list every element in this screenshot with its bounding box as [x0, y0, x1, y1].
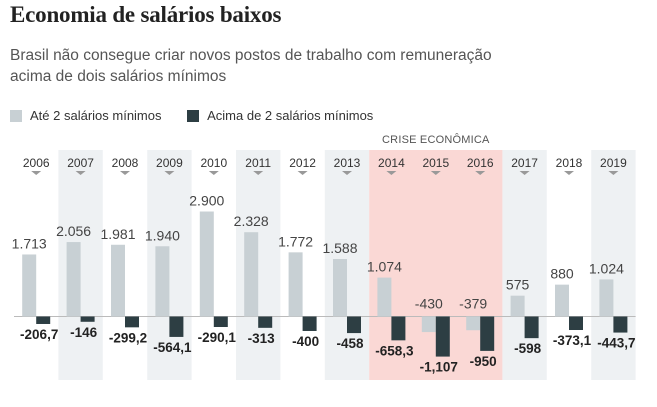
- x-tick-marker-2006: [31, 171, 42, 175]
- data-label-high-wage-2006: -206,7: [20, 327, 58, 342]
- bar-low-wage-2014: [377, 277, 392, 317]
- bar-high-wage-2009: [169, 316, 184, 337]
- data-label-low-wage-2006: 1.713: [12, 235, 47, 251]
- x-tick-label-2018: 2018: [556, 156, 583, 170]
- bar-low-wage-2019: [599, 279, 614, 317]
- bar-high-wage-2017: [524, 316, 539, 339]
- legend-item-low-wage: Até 2 salários mínimos: [10, 108, 162, 123]
- bar-low-wage-2007: [66, 242, 81, 317]
- legend: Até 2 salários mínimos Acima de 2 salári…: [10, 108, 395, 125]
- bar-high-wage-2006: [36, 316, 51, 324]
- legend-swatch-low-wage: [10, 109, 22, 122]
- data-label-low-wage-2018: 880: [550, 266, 574, 282]
- x-tick-label-2007: 2007: [67, 156, 94, 170]
- data-label-high-wage-2016: -950: [470, 354, 497, 369]
- data-label-high-wage-2019: -443,7: [597, 336, 635, 351]
- data-label-high-wage-2018: -373,1: [553, 333, 592, 348]
- x-tick-marker-2007: [75, 171, 86, 175]
- crisis-annotation-label: CRISE ECONÔMICA: [382, 133, 490, 146]
- bar-low-wage-2009: [155, 246, 170, 317]
- x-tick-marker-2008: [120, 171, 130, 175]
- x-tick-marker-2012: [297, 171, 308, 175]
- x-tick-label-2019: 2019: [600, 156, 627, 170]
- data-label-low-wage-2007: 2.056: [56, 223, 91, 239]
- year-band-2007: [58, 150, 103, 380]
- bar-low-wage-2011: [244, 232, 259, 317]
- bar-low-wage-2018: [555, 284, 569, 317]
- year-band-2017: [502, 150, 547, 380]
- data-label-high-wage-2007: -146: [70, 325, 98, 340]
- data-label-low-wage-2010: 2.900: [189, 193, 224, 209]
- legend-swatch-high-wage: [187, 109, 200, 122]
- legend-label-low-wage: Até 2 salários mínimos: [30, 108, 162, 123]
- x-tick-marker-2009: [164, 171, 175, 175]
- bar-high-wage-2019: [613, 316, 628, 333]
- data-label-high-wage-2008: -299,2: [109, 330, 147, 345]
- x-tick-marker-2017: [519, 171, 530, 175]
- x-tick-label-2008: 2008: [112, 156, 139, 170]
- bar-high-wage-2011: [258, 316, 273, 328]
- x-tick-label-2006: 2006: [23, 156, 50, 170]
- data-label-low-wage-2016: -379: [459, 296, 487, 312]
- x-tick-marker-2014: [386, 171, 397, 175]
- data-label-high-wage-2012: -400: [292, 334, 319, 349]
- bar-low-wage-2016: [466, 316, 481, 331]
- chart-title: Economia de salários baixos: [10, 2, 282, 27]
- x-tick-label-2010: 2010: [200, 156, 227, 170]
- data-label-high-wage-2017: -598: [514, 341, 542, 356]
- bar-high-wage-2007: [80, 316, 95, 322]
- data-label-low-wage-2017: 575: [506, 277, 530, 293]
- data-label-low-wage-2013: 1.588: [322, 240, 357, 256]
- data-label-high-wage-2010: -290,1: [198, 330, 237, 345]
- bar-high-wage-2014: [391, 316, 406, 341]
- x-tick-marker-2019: [608, 171, 619, 175]
- data-label-low-wage-2019: 1.024: [589, 260, 624, 276]
- legend-item-high-wage: Acima de 2 salários mínimos: [187, 108, 373, 123]
- x-tick-label-2015: 2015: [422, 156, 449, 170]
- bar-low-wage-2017: [510, 295, 525, 317]
- data-label-low-wage-2008: 1.981: [100, 226, 135, 242]
- data-label-high-wage-2009: -564,1: [153, 340, 192, 355]
- x-tick-label-2017: 2017: [511, 156, 538, 170]
- x-tick-marker-2013: [342, 171, 352, 175]
- x-tick-label-2012: 2012: [289, 156, 316, 170]
- data-label-low-wage-2011: 2.328: [234, 213, 269, 229]
- x-tick-label-2014: 2014: [378, 156, 405, 170]
- x-tick-label-2009: 2009: [156, 156, 183, 170]
- bar-low-wage-2006: [22, 254, 37, 317]
- data-label-low-wage-2009: 1.940: [145, 227, 180, 243]
- bar-high-wage-2018: [569, 316, 583, 331]
- data-label-low-wage-2015: -430: [415, 296, 443, 312]
- bar-high-wage-2016: [480, 316, 495, 351]
- legend-label-high-wage: Acima de 2 salários mínimos: [207, 108, 374, 123]
- x-tick-marker-2011: [253, 171, 264, 175]
- x-tick-marker-2015: [430, 171, 441, 175]
- data-label-high-wage-2015: -1,107: [420, 360, 458, 375]
- bar-high-wage-2013: [347, 316, 361, 334]
- data-label-high-wage-2013: -458: [336, 336, 364, 351]
- data-label-high-wage-2014: -658,3: [375, 343, 414, 358]
- data-label-low-wage-2014: 1.074: [367, 259, 402, 275]
- x-tick-marker-2016: [475, 171, 486, 175]
- chart-subtitle: Brasil não consegue criar novos postos d…: [10, 47, 492, 85]
- bar-low-wage-2015: [421, 316, 436, 333]
- bar-high-wage-2012: [302, 316, 317, 331]
- bar-low-wage-2010: [199, 211, 214, 317]
- year-band-2019: [591, 150, 636, 380]
- x-tick-label-2013: 2013: [334, 156, 361, 170]
- bar-high-wage-2015: [435, 316, 450, 357]
- data-label-low-wage-2012: 1.772: [278, 233, 313, 249]
- x-tick-label-2016: 2016: [467, 156, 494, 170]
- x-tick-label-2011: 2011: [245, 156, 271, 170]
- bar-high-wage-2010: [213, 316, 228, 328]
- bar-low-wage-2008: [111, 244, 125, 317]
- bar-high-wage-2008: [125, 316, 139, 328]
- x-tick-marker-2010: [208, 171, 219, 175]
- bar-low-wage-2013: [333, 259, 347, 317]
- x-tick-marker-2018: [564, 171, 574, 175]
- bar-low-wage-2012: [288, 252, 303, 317]
- data-label-high-wage-2011: -313: [248, 331, 276, 346]
